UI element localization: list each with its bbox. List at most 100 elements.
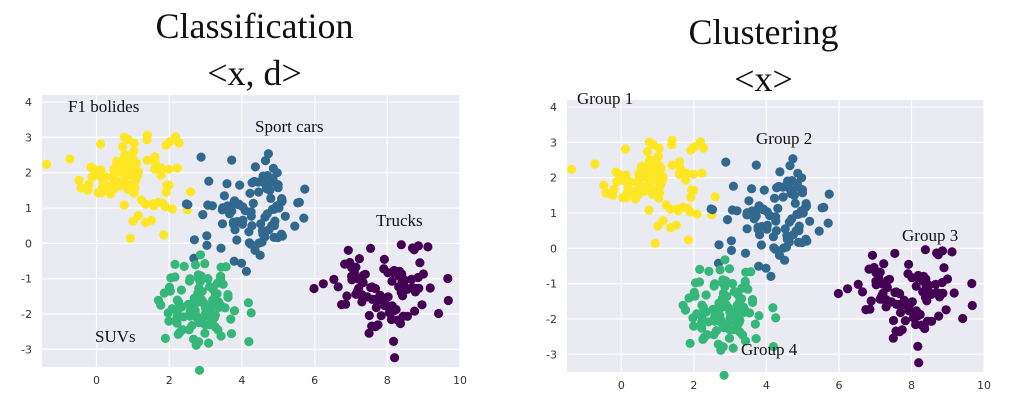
data-point <box>741 267 751 277</box>
data-point <box>721 157 731 167</box>
data-point <box>687 185 697 195</box>
data-point <box>934 311 944 321</box>
data-point <box>765 211 775 221</box>
data-point <box>911 319 921 330</box>
data-point <box>240 206 250 216</box>
data-point <box>775 167 785 177</box>
data-point <box>118 142 128 152</box>
data-point <box>142 155 152 165</box>
data-point <box>665 223 676 233</box>
x-tick-label: 6 <box>311 374 318 387</box>
data-point <box>187 321 197 331</box>
data-point <box>156 170 166 180</box>
data-point <box>692 309 702 319</box>
data-point <box>443 295 453 306</box>
data-point <box>720 255 730 265</box>
data-point <box>101 172 111 182</box>
data-point <box>658 216 668 226</box>
data-point <box>172 163 182 173</box>
data-point <box>189 235 199 245</box>
data-point <box>717 302 727 312</box>
data-point <box>160 333 170 343</box>
data-point <box>673 206 683 216</box>
data-point <box>890 248 900 258</box>
data-point <box>869 262 879 273</box>
data-point <box>413 241 423 251</box>
y-tick-label: -3 <box>546 348 557 361</box>
data-point <box>939 263 949 273</box>
data-point <box>179 261 189 271</box>
data-point <box>636 165 646 175</box>
data-point <box>379 254 389 264</box>
data-point <box>756 240 766 250</box>
data-point <box>216 243 226 253</box>
cluster-annotation: F1 bolides <box>68 97 139 116</box>
data-point <box>210 322 220 332</box>
data-point <box>200 328 210 338</box>
data-point <box>254 187 264 197</box>
cluster-annotation: Group 4 <box>741 340 798 359</box>
data-point <box>814 226 824 236</box>
data-point <box>689 142 699 152</box>
data-point <box>159 230 169 240</box>
data-point <box>890 287 900 298</box>
data-point <box>877 279 888 289</box>
data-point <box>172 312 182 322</box>
data-point <box>743 284 753 294</box>
data-point <box>622 189 632 199</box>
data-point <box>711 326 722 336</box>
data-point <box>843 284 853 294</box>
data-point <box>888 315 899 326</box>
data-point <box>694 277 705 287</box>
data-point <box>194 318 204 328</box>
data-point <box>192 297 202 307</box>
data-point <box>388 267 398 278</box>
data-point <box>183 299 193 309</box>
data-point <box>276 197 286 207</box>
data-point <box>735 295 745 305</box>
data-point <box>740 336 751 346</box>
data-point <box>747 206 757 216</box>
data-point <box>958 313 968 324</box>
data-point <box>167 204 177 214</box>
data-point <box>769 243 779 253</box>
data-point <box>170 272 180 282</box>
data-point <box>678 300 688 310</box>
data-point <box>891 326 901 336</box>
data-point <box>129 188 139 198</box>
data-point <box>769 193 780 203</box>
y-tick-label: 0 <box>550 242 557 255</box>
classification-panel: Classification <x, d> 0 2 4 6 8 10 -3 -2 -1 0 1 2 3 4… <box>21 6 467 387</box>
data-point <box>857 287 868 297</box>
data-point <box>202 231 212 241</box>
data-point <box>153 295 163 305</box>
data-point <box>205 282 215 292</box>
data-point <box>120 177 130 187</box>
data-point <box>248 198 258 208</box>
data-point <box>119 153 129 163</box>
data-point <box>195 250 205 260</box>
data-point <box>443 273 453 284</box>
data-point <box>133 211 143 221</box>
data-point <box>751 334 761 344</box>
data-point <box>129 146 139 156</box>
data-point <box>853 279 863 289</box>
data-point <box>257 237 267 247</box>
cluster-annotation: Group 2 <box>756 129 812 148</box>
data-point <box>710 192 720 202</box>
y-tick-label: 4 <box>550 101 557 114</box>
data-point <box>685 338 695 348</box>
data-point <box>354 254 364 264</box>
x-tick-label: 4 <box>238 374 245 387</box>
data-point <box>642 147 653 157</box>
data-point <box>667 160 677 170</box>
data-point <box>184 276 195 286</box>
cluster-group-1 <box>567 135 720 248</box>
data-point <box>198 210 208 220</box>
data-point <box>701 290 711 300</box>
data-point <box>290 221 300 231</box>
data-point <box>719 323 729 333</box>
data-point <box>713 339 723 349</box>
data-point <box>724 264 735 274</box>
data-point <box>329 274 339 284</box>
